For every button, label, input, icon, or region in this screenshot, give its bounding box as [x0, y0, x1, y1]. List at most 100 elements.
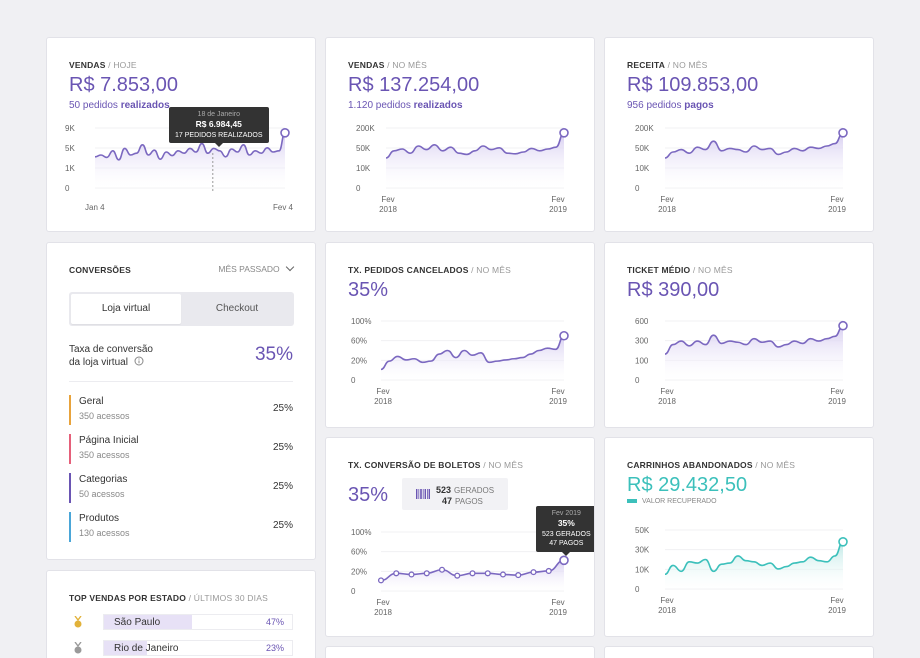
y-tick-label: 30K: [635, 546, 650, 555]
info-icon[interactable]: [134, 356, 144, 366]
conversion-rate-value: 35%: [254, 344, 293, 365]
chart[interactable]: 9K 5K 1K 0 Jan 4 Fev 4: [47, 38, 316, 232]
card-partial: [604, 646, 874, 658]
card-title: TOP VENDAS POR ESTADO / ÚLTIMOS 30 DIAS: [69, 593, 268, 603]
y-tick-label: 1K: [65, 164, 75, 173]
sub-count: 50 pedidos: [69, 100, 118, 111]
y-tick-label: 100%: [351, 528, 371, 537]
boletos-badge: 523 GERADOS 47 PAGOS: [402, 478, 508, 510]
chart-tooltip: Fev 2019 35% 523 GERADOS 47 PAGOS: [536, 506, 594, 556]
title-suffix: NO MÊS: [672, 60, 708, 70]
area-fill: [665, 541, 843, 589]
badge-pagos: 47 PAGOS: [442, 496, 483, 506]
conversion-rate-label: Taxa de conversão da loja virtual: [69, 343, 153, 369]
card-ticket: TICKET MÉDIO / NO MÊS R$ 390,00 600 300 10…: [604, 242, 874, 428]
area-fill: [665, 132, 843, 188]
x-tick-label: Fev: [376, 387, 389, 396]
row-acessos: 350 acessos: [79, 450, 130, 460]
legend-label: VALOR RECUPERADO: [642, 498, 717, 505]
tab-loja-virtual[interactable]: Loja virtual: [71, 294, 181, 324]
state-bar: São Paulo 47%: [103, 614, 293, 630]
y-tick-label: 10K: [635, 164, 650, 173]
x-tick-label: Fev: [551, 195, 564, 204]
x-tick-label: Fev: [830, 596, 843, 605]
series-line: [664, 132, 844, 159]
card-vendas-mes: VENDAS / NO MÊS R$ 137.254,00 1.120 pedi…: [325, 37, 595, 232]
x-tick-label: 2018: [374, 397, 392, 406]
data-point: [515, 572, 522, 579]
tab-checkout[interactable]: Checkout: [215, 303, 259, 314]
x-tick-label: Fev 4: [273, 203, 294, 212]
y-tick-label: 9K: [65, 124, 75, 133]
x-tick-label: 2018: [658, 205, 676, 214]
card-title: VENDAS / NO MÊS: [348, 60, 428, 70]
state-row: Rio de Janeiro 23%: [69, 640, 293, 656]
kpi-value: 35%: [348, 279, 389, 301]
tooltip-pagos: 47 PAGOS: [549, 540, 584, 548]
x-tick-label: 2018: [379, 205, 397, 214]
y-tick-label: 10K: [356, 164, 371, 173]
y-tick-label: 0: [65, 184, 70, 193]
row-pct: 25%: [272, 481, 293, 492]
last-point-marker: [838, 537, 848, 547]
pagos-count: 47: [442, 496, 453, 506]
state-pct: 47%: [265, 617, 284, 627]
y-tick-label: 200K: [356, 124, 375, 133]
data-point: [530, 569, 537, 576]
x-tick-label: 2018: [658, 606, 676, 615]
card-title: TX. PEDIDOS CANCELADOS / NO MÊS: [348, 265, 511, 275]
tooltip-date: 18 de Janeiro: [197, 111, 240, 118]
state-bar-fill: [104, 641, 148, 655]
pagos-label: PAGOS: [455, 497, 483, 506]
y-tick-label: 0: [351, 587, 356, 596]
card-title: RECEITA / NO MÊS: [627, 60, 708, 70]
x-tick-label: 2018: [658, 397, 676, 406]
title-main: TX. CONVERSÃO DE BOLETOS: [348, 460, 481, 470]
kpi-value: R$ 137.254,00: [348, 74, 480, 96]
y-tick-label: 300: [635, 337, 649, 346]
title-main: TOP VENDAS POR ESTADO: [69, 593, 187, 603]
row-acessos: 50 acessos: [79, 489, 125, 499]
row-name: Produtos: [79, 513, 120, 524]
kpi-value: R$ 7.853,00: [69, 74, 178, 96]
legend: VALOR RECUPERADO: [627, 498, 717, 505]
series-line: [94, 132, 286, 161]
x-tick-label: 2019: [549, 608, 567, 617]
gold-medal-icon: [74, 616, 82, 628]
state-pct: 23%: [265, 643, 284, 653]
state-name: São Paulo: [114, 617, 161, 628]
x-tick-label: Fev: [381, 195, 394, 204]
y-tick-label: 100%: [351, 317, 371, 326]
row-acessos: 130 acessos: [79, 528, 130, 538]
data-point: [423, 570, 430, 577]
title-main: VENDAS: [69, 60, 106, 70]
series-line: [664, 541, 844, 576]
y-tick-label: 0: [635, 585, 640, 594]
gerados-count: 523: [436, 485, 452, 495]
series-line: [380, 334, 565, 371]
title-suffix: NO MÊS: [698, 265, 733, 275]
segmented-control: Loja virtual Checkout: [69, 292, 294, 326]
period-dropdown[interactable]: MÊS PASSADO: [218, 262, 295, 274]
x-tick-label: Fev: [660, 596, 673, 605]
legend-swatch: [627, 499, 637, 504]
x-tick-label: 2019: [828, 205, 846, 214]
y-tick-label: 100: [635, 356, 649, 365]
y-tick-label: 20%: [351, 567, 367, 576]
x-tick-label: Fev: [660, 387, 673, 396]
title-main: CONVERSÕES: [69, 265, 131, 275]
y-tick-label: 50K: [635, 526, 650, 535]
card-receita: RECEITA / NO MÊS R$ 109.853,00 956 pedid…: [604, 37, 874, 232]
x-tick-label: 2019: [549, 205, 567, 214]
y-tick-label: 50K: [356, 144, 371, 153]
last-point-marker: [559, 330, 569, 341]
x-tick-label: 2019: [828, 397, 846, 406]
card-title: CARRINHOS ABANDONADOS / NO MÊS: [627, 460, 796, 470]
card-conversoes: CONVERSÕES MÊS PASSADO Loja virtual Chec…: [46, 242, 316, 560]
